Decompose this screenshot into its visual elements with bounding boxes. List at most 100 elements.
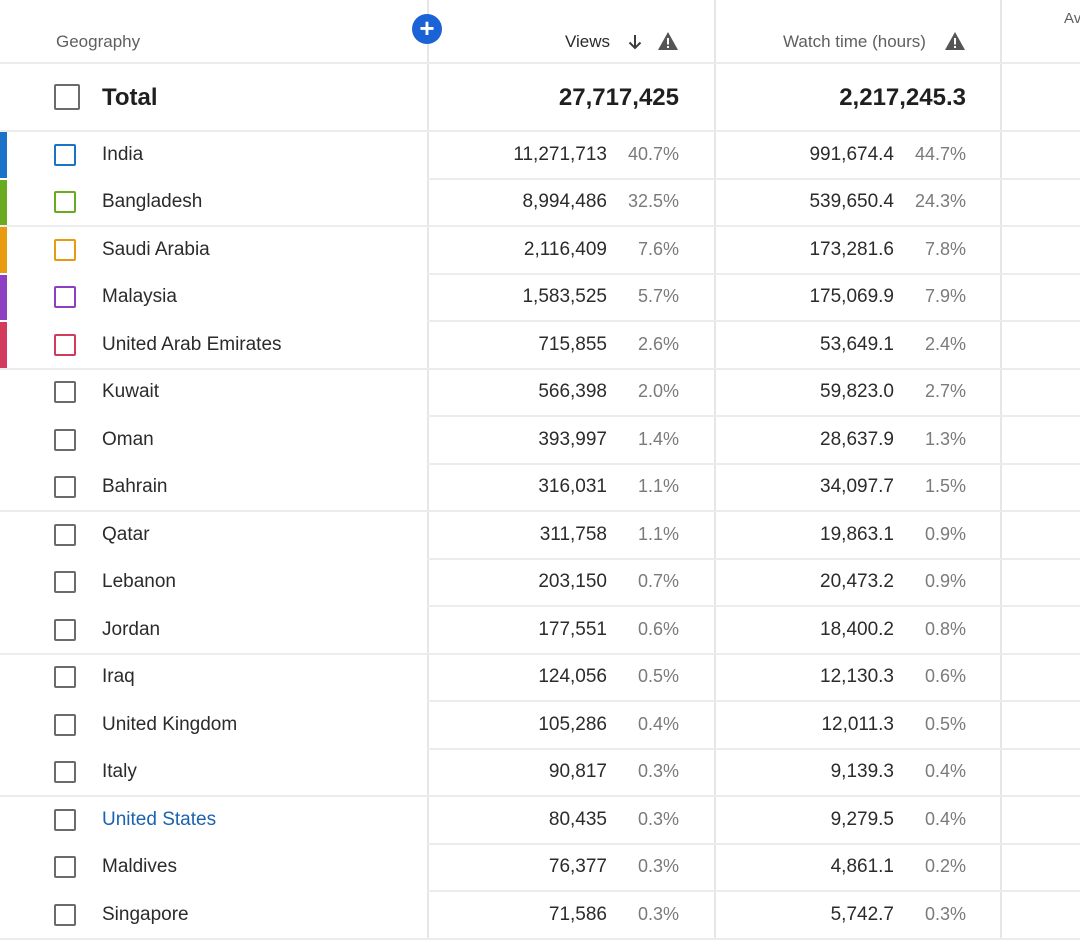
country-name: Malaysia — [102, 286, 177, 308]
row-checkbox[interactable] — [54, 286, 76, 309]
watch-time-percent: 2.4% — [924, 333, 966, 354]
row-divider — [427, 842, 1080, 845]
views-value: 316,031 — [538, 476, 607, 498]
country-name: Jordan — [102, 618, 161, 640]
watch-time-header[interactable]: Watch time (hours) — [783, 32, 926, 51]
watch-time-percent: 0.5% — [924, 713, 966, 734]
table-row[interactable]: Italy 90,817 0.3% 9,139.3 0.4% — [0, 749, 1080, 797]
row-checkbox[interactable] — [54, 666, 76, 689]
views-header[interactable]: Views — [565, 32, 611, 51]
table-row[interactable]: Saudi Arabia 2,116,409 7.6% 173,281.6 7.8% — [0, 226, 1080, 274]
row-checkbox[interactable] — [54, 238, 76, 261]
warning-icon[interactable] — [657, 31, 679, 51]
row-divider — [427, 605, 1080, 607]
table-row[interactable]: Singapore 71,586 0.3% 5,742.7 0.3% — [0, 891, 1080, 939]
total-watch-time: 2,217,245.3 — [839, 84, 966, 111]
country-name: Qatar — [102, 523, 150, 545]
warning-icon[interactable] — [944, 31, 966, 51]
views-percent: 0.3% — [637, 903, 679, 924]
row-checkbox[interactable] — [54, 571, 76, 594]
row-divider — [0, 130, 1080, 132]
total-label: Total — [102, 84, 158, 111]
row-checkbox[interactable] — [54, 523, 76, 546]
views-percent: 0.7% — [637, 571, 679, 592]
table-row[interactable]: India 11,271,713 40.7% 991,674.4 44.7% — [0, 131, 1080, 179]
row-checkbox[interactable] — [54, 143, 76, 166]
table-row[interactable]: Bahrain 316,031 1.1% 34,097.7 1.5% — [0, 464, 1080, 512]
row-checkbox[interactable] — [54, 618, 76, 641]
total-views: 27,717,425 — [558, 84, 679, 111]
row-checkbox[interactable] — [54, 856, 76, 879]
views-percent: 0.5% — [637, 666, 679, 687]
header-divider — [0, 62, 1080, 64]
table-row[interactable]: Qatar 311,758 1.1% 19,863.1 0.9% — [0, 511, 1080, 559]
table-row[interactable]: Bangladesh 8,994,486 32.5% 539,650.4 24.3% — [0, 179, 1080, 227]
row-checkbox[interactable] — [54, 333, 76, 356]
row-divider — [427, 415, 1080, 417]
column-divider — [1000, 0, 1002, 938]
table-row[interactable]: Iraq 124,056 0.5% 12,130.3 0.6% — [0, 654, 1080, 702]
views-value: 124,056 — [538, 666, 607, 688]
total-checkbox[interactable] — [54, 84, 80, 110]
views-percent: 7.6% — [637, 238, 679, 259]
country-name: Kuwait — [102, 381, 160, 403]
views-percent: 40.7% — [627, 143, 679, 164]
table-row[interactable]: Oman 393,997 1.4% 28,637.9 1.3% — [0, 416, 1080, 464]
watch-time-percent: 0.9% — [924, 571, 966, 592]
table-row[interactable]: Malaysia 1,583,525 5.7% 175,069.9 7.9% — [0, 274, 1080, 322]
watch-time-percent: 1.3% — [924, 428, 966, 449]
country-name: Saudi Arabia — [102, 238, 210, 260]
views-percent: 32.5% — [627, 191, 679, 212]
row-checkbox[interactable] — [54, 191, 76, 214]
add-column-button[interactable]: + — [412, 14, 442, 44]
table-row[interactable]: United Arab Emirates 715,855 2.6% 53,649.1 2… — [0, 321, 1080, 369]
row-checkbox[interactable] — [54, 381, 76, 404]
row-checkbox[interactable] — [54, 903, 76, 926]
row-checkbox[interactable] — [54, 428, 76, 451]
views-value: 2,116,409 — [523, 238, 607, 260]
watch-time-percent: 0.8% — [924, 618, 966, 639]
views-value: 8,994,486 — [522, 191, 607, 213]
views-percent: 0.6% — [637, 618, 679, 639]
views-value: 105,286 — [538, 713, 607, 735]
views-percent: 1.1% — [637, 523, 679, 544]
row-divider — [427, 462, 1080, 465]
watch-time-percent: 0.3% — [924, 903, 966, 924]
country-name: Maldives — [102, 856, 177, 878]
country-name[interactable]: United States — [102, 808, 217, 830]
next-column-header[interactable]: Av — [1064, 10, 1080, 27]
row-checkbox[interactable] — [54, 808, 76, 831]
watch-time-value: 12,130.3 — [820, 666, 894, 688]
row-divider — [0, 510, 1080, 512]
watch-time-value: 20,473.2 — [820, 571, 894, 593]
table-row[interactable]: Jordan 177,551 0.6% 18,400.2 0.8% — [0, 606, 1080, 654]
views-value: 76,377 — [548, 856, 607, 878]
views-value: 80,435 — [548, 808, 607, 830]
table-row[interactable]: Lebanon 203,150 0.7% 20,473.2 0.9% — [0, 559, 1080, 607]
views-percent: 1.4% — [637, 428, 679, 449]
watch-time-percent: 1.5% — [924, 476, 966, 497]
country-name: Bangladesh — [102, 191, 203, 213]
table-row[interactable]: United Kingdom 105,286 0.4% 12,011.3 0.5% — [0, 701, 1080, 749]
watch-time-value: 12,011.3 — [821, 713, 894, 735]
watch-time-percent: 44.7% — [914, 143, 966, 164]
row-checkbox[interactable] — [54, 713, 76, 736]
views-value: 311,758 — [539, 523, 607, 545]
table-row[interactable]: Kuwait 566,398 2.0% 59,823.0 2.7% — [0, 369, 1080, 417]
table-row[interactable]: United States 80,435 0.3% 9,279.5 0.4% — [0, 796, 1080, 844]
watch-time-percent: 0.4% — [924, 761, 966, 782]
table-row[interactable]: Maldives 76,377 0.3% 4,861.1 0.2% — [0, 844, 1080, 892]
views-percent: 0.4% — [637, 713, 679, 734]
views-value: 177,551 — [538, 618, 607, 640]
series-color-stripe — [0, 274, 7, 320]
country-name: Iraq — [102, 666, 135, 688]
row-checkbox[interactable] — [54, 476, 76, 499]
watch-time-value: 175,069.9 — [809, 286, 894, 308]
row-checkbox[interactable] — [54, 761, 76, 784]
sort-descending-icon[interactable] — [626, 33, 644, 51]
watch-time-value: 9,139.3 — [830, 761, 894, 783]
geography-header[interactable]: Geography — [56, 32, 141, 51]
views-percent: 2.6% — [637, 333, 679, 354]
watch-time-percent: 0.9% — [924, 523, 966, 544]
country-name: Italy — [102, 761, 137, 783]
